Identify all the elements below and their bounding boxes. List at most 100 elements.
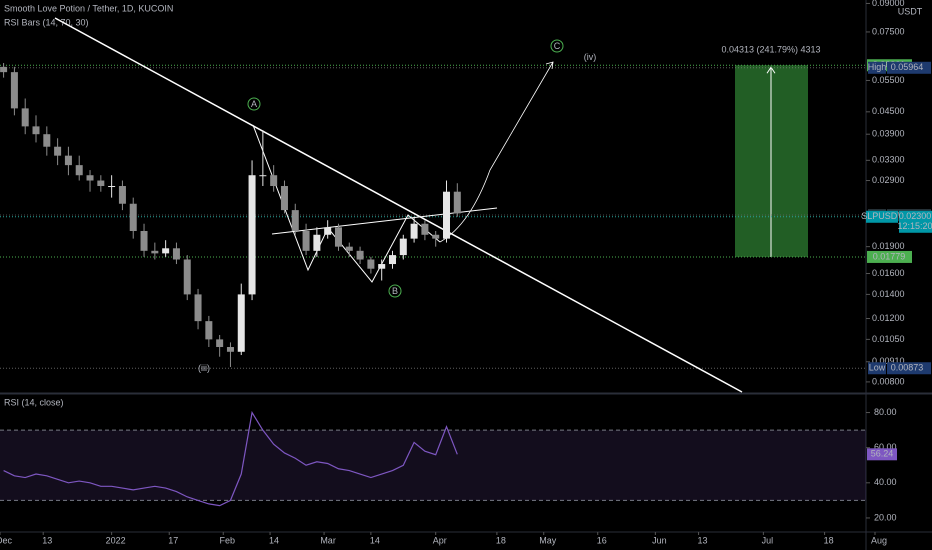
candle-body bbox=[356, 250, 364, 260]
candle-body bbox=[421, 223, 429, 235]
y-tick-label: 0.00800 bbox=[872, 376, 905, 386]
candle-body bbox=[32, 126, 40, 135]
chart-title: Smooth Love Potion / Tether, 1D, KUCOIN bbox=[4, 3, 173, 13]
rsi-y-tick-label: 40.00 bbox=[874, 477, 897, 487]
price-name-tag bbox=[868, 362, 886, 375]
currency: USDT bbox=[898, 6, 923, 16]
wave-label: B bbox=[392, 286, 398, 296]
price-name-tag bbox=[868, 61, 886, 74]
y-tick-label: 0.02900 bbox=[872, 175, 905, 185]
candle-body bbox=[388, 255, 396, 265]
x-tick-label: 18 bbox=[496, 535, 506, 545]
candle-body bbox=[324, 227, 332, 235]
price-value-tag bbox=[887, 61, 931, 74]
candle-body bbox=[21, 108, 29, 127]
position-arrow-head bbox=[766, 66, 776, 74]
trend-line bbox=[54, 17, 743, 393]
candle-body bbox=[129, 203, 137, 231]
x-tick-label: 13 bbox=[698, 535, 708, 545]
candle-body bbox=[183, 259, 191, 295]
wave-label: C bbox=[554, 41, 561, 51]
y-tick-label: 0.04500 bbox=[872, 106, 905, 116]
price-value-tag bbox=[887, 362, 931, 375]
candle-body bbox=[432, 234, 440, 239]
y-tick-label: 0.01900 bbox=[872, 241, 905, 251]
x-tick-label: 2022 bbox=[106, 535, 126, 545]
x-tick-label: Jun bbox=[652, 535, 667, 545]
last-value-tag bbox=[899, 210, 932, 233]
rsi-band-fill bbox=[0, 430, 866, 501]
rsi-y-tick-label: 20.00 bbox=[874, 512, 897, 522]
candle-body bbox=[280, 186, 288, 211]
x-tick-label: Jul bbox=[762, 535, 774, 545]
x-tick-label: 14 bbox=[269, 535, 279, 545]
wave-circle bbox=[247, 97, 261, 111]
position-tag-label: 0.01779 bbox=[873, 251, 906, 261]
candle-body bbox=[334, 227, 342, 247]
price-name: Low bbox=[869, 363, 886, 373]
wave-label: (iv) bbox=[584, 52, 597, 62]
y-tick-label: 0.05500 bbox=[872, 75, 905, 85]
candle-body bbox=[367, 259, 375, 269]
y-tick-label: 0.09000 bbox=[872, 0, 905, 8]
x-tick-label: 14 bbox=[370, 535, 380, 545]
indicator-label: RSI Bars (14, 70, 30) bbox=[4, 17, 89, 27]
x-tick-label: Apr bbox=[433, 535, 447, 545]
x-tick-label: May bbox=[539, 535, 557, 545]
y-tick-label: 0.07500 bbox=[872, 26, 905, 36]
candle-body bbox=[10, 72, 18, 109]
rsi-title: RSI (14, close) bbox=[4, 397, 64, 407]
candle-body bbox=[75, 165, 83, 176]
candle-body bbox=[216, 339, 224, 348]
candle-body bbox=[345, 246, 353, 251]
candle-body bbox=[378, 264, 386, 269]
candle-body bbox=[205, 321, 213, 340]
candle-body bbox=[118, 186, 126, 204]
x-tick-label: 16 bbox=[597, 535, 607, 545]
x-tick-label: Mar bbox=[320, 535, 336, 545]
candle-body bbox=[399, 238, 407, 256]
candle-body bbox=[172, 248, 180, 260]
wave-path bbox=[252, 124, 441, 283]
last-name: SLPUSDT bbox=[861, 211, 903, 221]
candle-body bbox=[313, 234, 321, 251]
candle-body bbox=[140, 230, 148, 251]
candle-body bbox=[97, 180, 105, 187]
candle-body bbox=[259, 175, 267, 177]
last-name-tag bbox=[866, 210, 898, 223]
wave-circle bbox=[550, 39, 564, 53]
candle-body bbox=[54, 146, 62, 156]
candle-body bbox=[0, 66, 8, 73]
rsi-line bbox=[3, 410, 458, 507]
candle-body bbox=[237, 294, 245, 352]
wave-label: (iii) bbox=[198, 363, 210, 373]
y-tick-label: 0.01200 bbox=[872, 313, 905, 323]
y-tick-label: 0.00910 bbox=[872, 356, 905, 366]
y-tick-label: 0.01600 bbox=[872, 268, 905, 278]
price-value: 0.05964 bbox=[891, 62, 924, 72]
x-tick-label: 17 bbox=[168, 535, 178, 545]
candle-body bbox=[410, 223, 418, 239]
wave-circle bbox=[388, 284, 402, 298]
price-value: 0.00873 bbox=[891, 363, 924, 373]
candle-body bbox=[291, 210, 299, 231]
rsi-y-tick-label: 60.00 bbox=[874, 442, 897, 452]
last-value: 0.02300 bbox=[899, 211, 932, 221]
rsi-y-tick-label: 80.00 bbox=[874, 407, 897, 417]
candle-body bbox=[248, 175, 256, 295]
countdown: 12:15:20 bbox=[897, 221, 932, 231]
candle-body bbox=[43, 134, 51, 147]
price-name: High bbox=[868, 62, 887, 72]
rsi-value-tag bbox=[867, 448, 897, 461]
candle-body bbox=[108, 186, 116, 188]
x-tick-label: Dec bbox=[0, 535, 12, 545]
projection-head bbox=[545, 61, 554, 70]
candle-body bbox=[453, 191, 461, 214]
candle-body bbox=[151, 250, 159, 254]
candle-body bbox=[226, 347, 234, 352]
candle-body bbox=[86, 175, 94, 181]
candle-body bbox=[443, 191, 451, 239]
wave-label: A bbox=[251, 99, 257, 109]
position-tag bbox=[867, 250, 912, 263]
